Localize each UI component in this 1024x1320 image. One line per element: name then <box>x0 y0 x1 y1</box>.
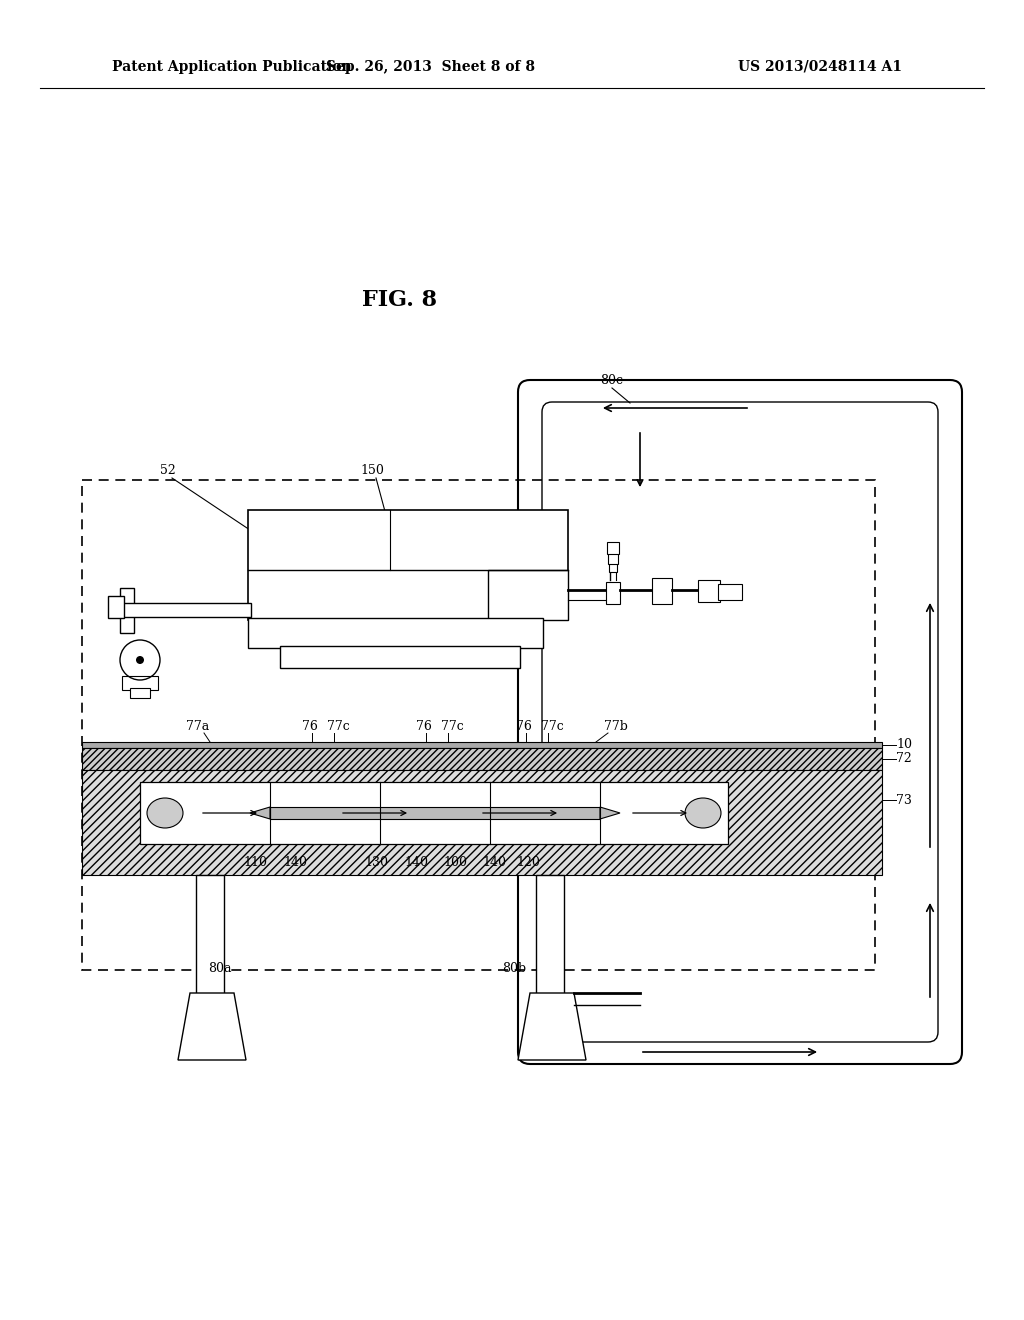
Text: 120: 120 <box>516 855 540 869</box>
Text: 76: 76 <box>516 719 531 733</box>
Text: 77b: 77b <box>604 719 628 733</box>
Polygon shape <box>600 807 620 818</box>
Text: 72: 72 <box>896 752 911 766</box>
Bar <box>248 618 543 648</box>
FancyBboxPatch shape <box>518 380 962 1064</box>
Bar <box>130 688 150 698</box>
Text: 100: 100 <box>443 855 467 869</box>
Text: FIG. 8: FIG. 8 <box>362 289 437 312</box>
Text: 80a: 80a <box>208 961 231 974</box>
Bar <box>122 676 158 690</box>
Ellipse shape <box>685 799 721 828</box>
Text: 76: 76 <box>302 719 317 733</box>
Bar <box>82 770 882 875</box>
Ellipse shape <box>147 799 183 828</box>
Bar <box>82 480 874 970</box>
Text: 77c: 77c <box>440 719 464 733</box>
Bar <box>652 578 672 605</box>
Bar <box>280 645 520 668</box>
Text: Sep. 26, 2013  Sheet 8 of 8: Sep. 26, 2013 Sheet 8 of 8 <box>326 59 535 74</box>
Text: 10: 10 <box>896 738 912 751</box>
Text: 77a: 77a <box>186 719 210 733</box>
Polygon shape <box>250 807 270 818</box>
Text: 73: 73 <box>896 793 912 807</box>
Bar <box>140 781 728 843</box>
Bar <box>698 579 720 602</box>
Text: 77c: 77c <box>541 719 563 733</box>
Polygon shape <box>518 993 586 1060</box>
Text: 110: 110 <box>243 855 267 869</box>
Bar <box>108 597 124 618</box>
Text: 76: 76 <box>416 719 432 733</box>
Bar <box>608 552 618 564</box>
Bar <box>82 748 882 770</box>
Bar <box>536 875 564 995</box>
Text: 150: 150 <box>360 463 384 477</box>
Text: 140: 140 <box>404 855 428 869</box>
Bar <box>609 562 617 572</box>
Text: 130: 130 <box>364 855 388 869</box>
Text: 140: 140 <box>482 855 506 869</box>
Text: 80c: 80c <box>600 374 623 387</box>
Text: 80b: 80b <box>502 961 526 974</box>
Text: 77c: 77c <box>327 719 349 733</box>
Bar <box>116 603 251 616</box>
Polygon shape <box>178 993 246 1060</box>
Bar <box>718 583 742 601</box>
Text: 52: 52 <box>160 463 176 477</box>
Text: US 2013/0248114 A1: US 2013/0248114 A1 <box>738 59 902 74</box>
Text: 140: 140 <box>283 855 307 869</box>
Bar <box>120 587 134 634</box>
Bar <box>196 875 224 995</box>
Circle shape <box>136 656 144 664</box>
Bar <box>606 582 620 605</box>
Bar <box>488 570 568 620</box>
FancyBboxPatch shape <box>542 403 938 1041</box>
Text: Patent Application Publication: Patent Application Publication <box>112 59 351 74</box>
Bar <box>82 742 882 748</box>
Bar <box>607 543 618 554</box>
Bar <box>248 510 568 620</box>
Bar <box>270 807 600 818</box>
